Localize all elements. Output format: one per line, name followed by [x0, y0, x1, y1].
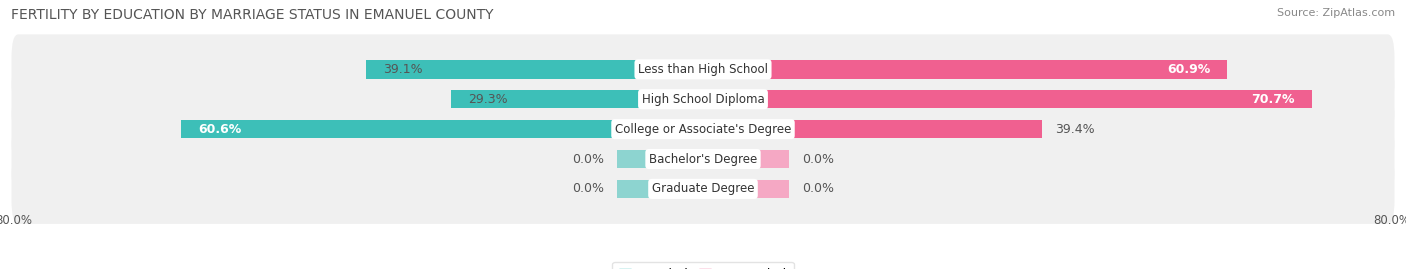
FancyBboxPatch shape [11, 94, 1395, 164]
Text: 0.0%: 0.0% [801, 153, 834, 165]
Bar [367, 60, 703, 79]
Bar [703, 150, 789, 168]
Text: 70.7%: 70.7% [1251, 93, 1295, 106]
Text: 39.4%: 39.4% [1056, 123, 1095, 136]
FancyBboxPatch shape [11, 124, 1395, 194]
Bar [181, 120, 703, 138]
Legend: Married, Unmarried: Married, Unmarried [612, 262, 794, 269]
Bar [703, 120, 1042, 138]
Text: 29.3%: 29.3% [468, 93, 508, 106]
Text: 0.0%: 0.0% [572, 153, 605, 165]
FancyBboxPatch shape [11, 64, 1395, 134]
Text: Bachelor's Degree: Bachelor's Degree [650, 153, 756, 165]
Text: FERTILITY BY EDUCATION BY MARRIAGE STATUS IN EMANUEL COUNTY: FERTILITY BY EDUCATION BY MARRIAGE STATU… [11, 8, 494, 22]
FancyBboxPatch shape [11, 154, 1395, 224]
Text: 0.0%: 0.0% [801, 182, 834, 195]
Text: 60.9%: 60.9% [1167, 63, 1211, 76]
Text: Less than High School: Less than High School [638, 63, 768, 76]
Bar [451, 90, 703, 108]
Text: 39.1%: 39.1% [384, 63, 423, 76]
Text: High School Diploma: High School Diploma [641, 93, 765, 106]
FancyBboxPatch shape [11, 34, 1395, 104]
Bar [703, 60, 1227, 79]
Bar [703, 180, 789, 198]
Bar [703, 90, 1312, 108]
Text: College or Associate's Degree: College or Associate's Degree [614, 123, 792, 136]
Text: 0.0%: 0.0% [572, 182, 605, 195]
Bar [617, 150, 703, 168]
Text: Source: ZipAtlas.com: Source: ZipAtlas.com [1277, 8, 1395, 18]
Text: 60.6%: 60.6% [198, 123, 242, 136]
Text: Graduate Degree: Graduate Degree [652, 182, 754, 195]
Bar [617, 180, 703, 198]
